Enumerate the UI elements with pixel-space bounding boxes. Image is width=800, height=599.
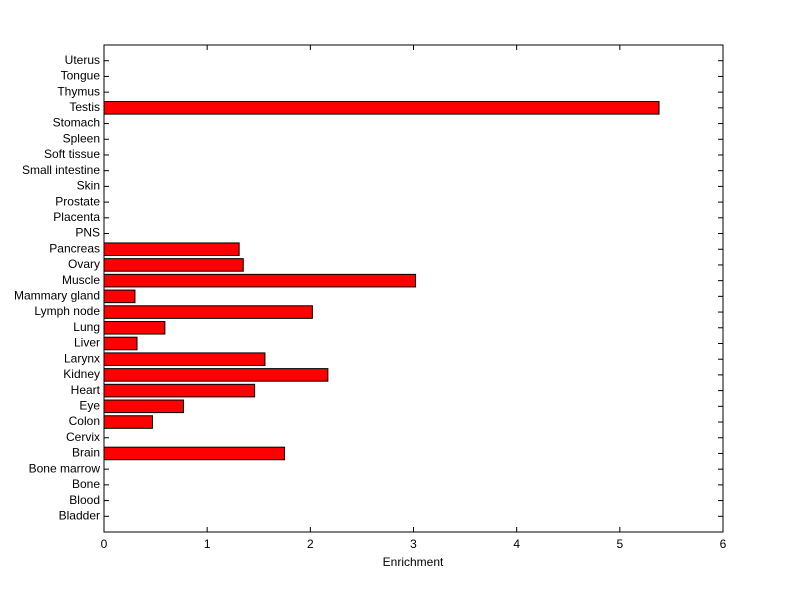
y-tick-label: Small intestine <box>22 163 100 177</box>
y-tick-label: Liver <box>74 336 100 350</box>
y-tick-label: Lung <box>73 320 100 334</box>
x-tick-label: 6 <box>720 537 727 551</box>
x-tick-label: 0 <box>101 537 108 551</box>
y-tick-label: Eye <box>79 398 100 412</box>
bar <box>103 446 286 461</box>
y-tick-label: Tongue <box>61 69 101 83</box>
y-tick-label: Mammary gland <box>14 289 100 303</box>
y-tick-label: PNS <box>75 226 100 240</box>
y-tick-label: Colon <box>69 414 100 428</box>
y-tick-label: Placenta <box>53 210 100 224</box>
y-tick-label: Bone marrow <box>29 461 101 475</box>
y-tick-label: Stomach <box>53 116 100 130</box>
y-tick-label: Soft tissue <box>44 147 100 161</box>
x-axis-label: Enrichment <box>383 555 444 569</box>
bar <box>103 101 660 115</box>
bar <box>103 273 417 288</box>
y-tick-label: Prostate <box>55 194 100 208</box>
x-tick-label: 1 <box>204 537 211 551</box>
y-tick-label: Spleen <box>63 131 100 145</box>
bar <box>103 242 240 257</box>
y-tick-label: Ovary <box>68 257 100 271</box>
y-tick-label: Uterus <box>65 53 100 67</box>
y-tick-label: Skin <box>77 179 100 193</box>
bar <box>103 383 256 398</box>
bar <box>103 399 184 414</box>
bar <box>103 258 244 272</box>
bar <box>103 289 136 304</box>
y-tick-label: Heart <box>71 383 101 397</box>
y-tick-label: Lymph node <box>34 304 100 318</box>
bar <box>103 415 153 429</box>
x-tick-label: 4 <box>513 537 520 551</box>
x-tick-label: 3 <box>410 537 417 551</box>
y-tick-label: Bone <box>72 477 100 491</box>
bar <box>103 336 138 351</box>
y-tick-label: Testis <box>69 100 100 114</box>
y-tick-label: Bladder <box>59 508 100 522</box>
bar <box>103 368 329 382</box>
bar <box>103 320 166 335</box>
y-tick-label: Brain <box>72 446 100 460</box>
y-tick-label: Kidney <box>63 367 100 381</box>
bar <box>103 305 313 319</box>
x-tick-label: 5 <box>616 537 623 551</box>
y-tick-label: Pancreas <box>49 241 100 255</box>
y-tick-label: Muscle <box>62 273 100 287</box>
y-tick-label: Thymus <box>57 84 100 98</box>
y-tick-label: Larynx <box>64 351 100 365</box>
y-tick-label: Cervix <box>66 430 100 444</box>
bar <box>103 352 266 366</box>
x-tick-label: 2 <box>307 537 314 551</box>
y-tick-label: Blood <box>69 493 100 507</box>
